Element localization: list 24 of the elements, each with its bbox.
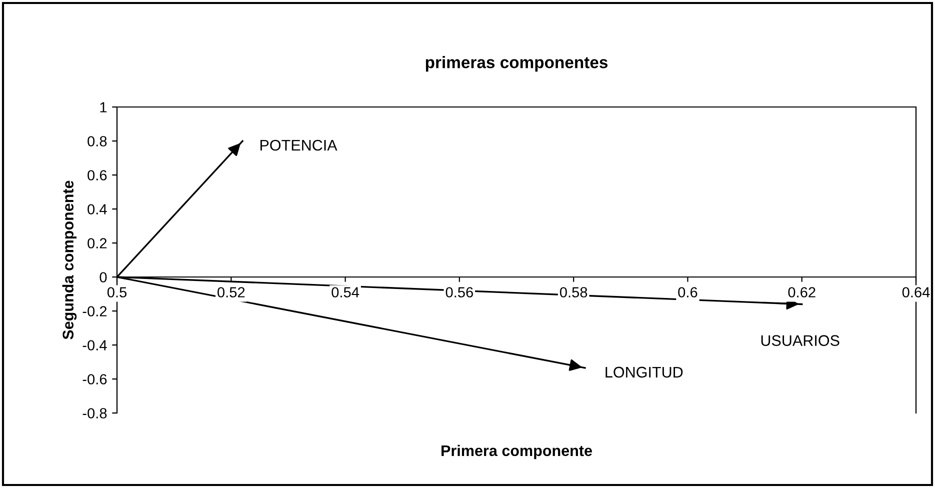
annotation: USUARIOS bbox=[761, 335, 840, 346]
y-tick-label: -0.4 bbox=[82, 340, 107, 350]
y-tick-label: 1 bbox=[100, 102, 107, 112]
y-tick-label: 0.8 bbox=[88, 136, 107, 146]
x-axis-title: Primera componente bbox=[442, 444, 592, 460]
y-tick-label: -0.6 bbox=[82, 374, 107, 384]
annotation: POTENCIA bbox=[260, 140, 338, 151]
y-tick-label: 0 bbox=[100, 272, 107, 282]
x-tick-label: 0.52 bbox=[218, 287, 245, 298]
x-tick-label: 0.64 bbox=[902, 287, 930, 298]
annotation: LONGITUD bbox=[606, 366, 683, 378]
y-tick-label: 0.6 bbox=[88, 170, 107, 180]
x-tick-label: 0.5 bbox=[107, 287, 127, 298]
y-axis-title: Segunda componente bbox=[62, 180, 77, 340]
y-tick-label: 0.4 bbox=[88, 204, 107, 214]
x-tick-label: 0.56 bbox=[446, 287, 473, 298]
y-tick-label: -0.2 bbox=[82, 306, 107, 316]
x-tick-label: 0.58 bbox=[560, 287, 588, 298]
y-tick-label: 0.2 bbox=[88, 238, 107, 248]
x-tick-label: 0.6 bbox=[678, 287, 698, 298]
x-tick-label: 0.62 bbox=[788, 287, 816, 298]
x-tick-label: 0.54 bbox=[332, 287, 360, 298]
chart-title: primeras componentes bbox=[426, 56, 608, 72]
y-tick-label: -0.8 bbox=[82, 408, 107, 418]
